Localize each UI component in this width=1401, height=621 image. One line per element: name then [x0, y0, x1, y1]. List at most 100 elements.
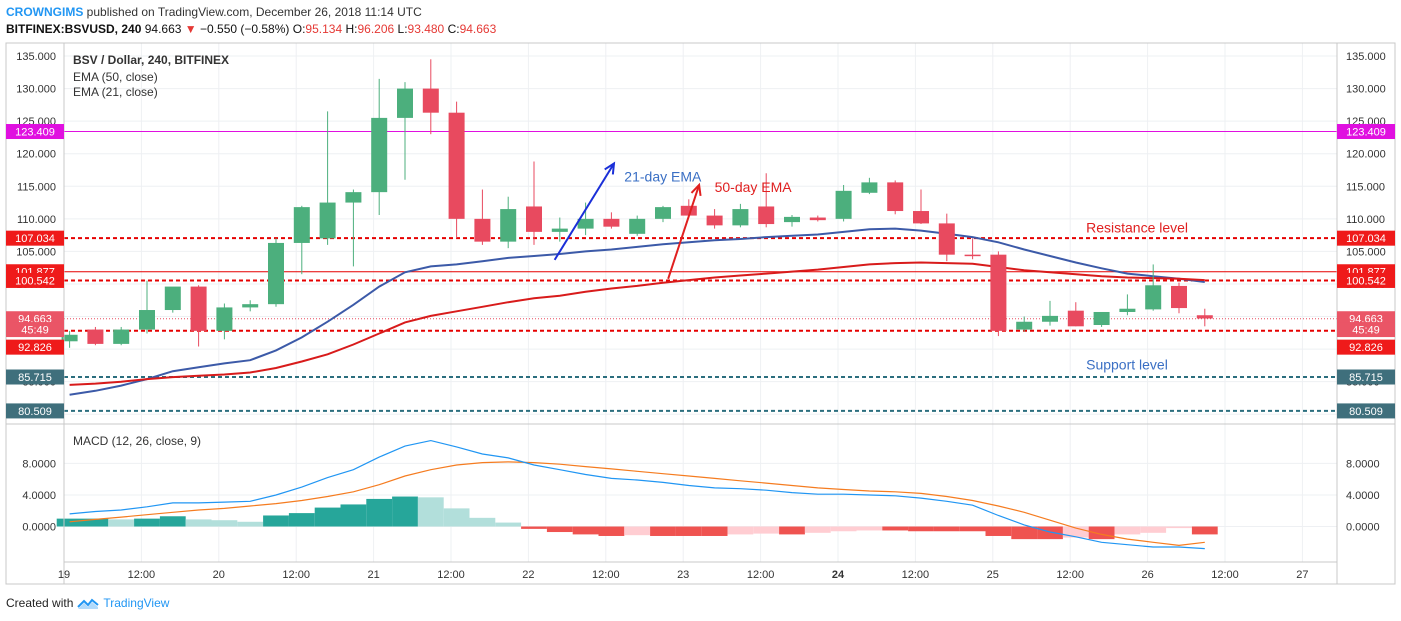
- x-tick-label: 27: [1296, 569, 1308, 581]
- macd-histogram-bar: [908, 526, 934, 532]
- macd-title: MACD (12, 26, close, 9): [73, 434, 201, 448]
- right-price-label-box: [1337, 339, 1395, 355]
- open-value: 95.134: [305, 22, 343, 36]
- right-price-label: 107.034: [1346, 233, 1386, 245]
- y-tick-label-left: 120.000: [16, 149, 56, 161]
- left-price-label-box: [6, 339, 64, 355]
- y-tick-label-right: 105.000: [1346, 246, 1386, 258]
- tradingview-link[interactable]: TradingView: [103, 596, 170, 610]
- y-tick-label-right: 110.000: [1346, 214, 1385, 226]
- candle-up: [345, 192, 362, 203]
- left-price-label-box: [6, 322, 64, 338]
- macd-tick-label-left: 8.0000: [22, 458, 56, 470]
- x-tick-label: 23: [677, 569, 689, 581]
- right-price-label: 123.409: [1346, 127, 1386, 139]
- left-price-label: 92.826: [18, 342, 52, 354]
- candle-up: [113, 329, 130, 344]
- macd-histogram-bar: [650, 526, 676, 536]
- candle-down: [474, 218, 491, 242]
- candle-down: [680, 205, 697, 216]
- macd-histogram-bar: [1191, 526, 1218, 535]
- x-tick-label: 12:00: [747, 569, 775, 581]
- left-price-label: 85.715: [18, 372, 52, 384]
- left-price-label: 45:49: [21, 325, 49, 337]
- macd-histogram-bar: [598, 526, 625, 536]
- close-label: C:: [447, 22, 460, 36]
- x-tick-label: 24: [832, 569, 845, 581]
- footer: Created with TradingView: [6, 596, 169, 610]
- macd-tick-label-right: 8.0000: [1346, 458, 1380, 470]
- chart-header: CROWNGIMS published on TradingView.com, …: [6, 4, 496, 38]
- annotation-label: 21-day EMA: [624, 169, 702, 185]
- low-value: 93.480: [407, 22, 445, 36]
- published-text: published on TradingView.com, December 2…: [86, 5, 422, 19]
- macd-panel: MACD (12, 26, close, 9): [56, 434, 1218, 550]
- macd-line: [69, 439, 1205, 550]
- candle-up: [293, 207, 310, 243]
- candle-up: [164, 286, 181, 311]
- candle-up: [1119, 308, 1136, 312]
- candle-up: [397, 88, 413, 118]
- candle-down: [809, 217, 826, 221]
- left-price-label: 123.409: [15, 127, 55, 139]
- symbol: BITFINEX:BSVUSD, 240: [6, 22, 142, 36]
- low-label: L:: [397, 22, 408, 36]
- x-tick-label: 12:00: [1056, 569, 1084, 581]
- candle-up: [1093, 311, 1110, 326]
- macd-histogram-bar: [546, 526, 573, 533]
- right-price-label-box: [1337, 322, 1395, 338]
- candle-up: [500, 209, 517, 242]
- candle-down: [964, 254, 981, 257]
- ema-21-line: [69, 227, 1205, 396]
- macd-histogram-bar: [701, 526, 728, 536]
- candle-up: [216, 307, 233, 331]
- macd-histogram-bar: [185, 519, 212, 527]
- created-with-text: Created with: [6, 596, 74, 610]
- open-label: O:: [292, 22, 306, 36]
- macd-histogram-bar: [340, 504, 367, 527]
- ohlc-line: BITFINEX:BSVUSD, 240 94.663 ▼ −0.550 (−0…: [6, 21, 496, 38]
- macd-histogram-bar: [753, 526, 780, 534]
- x-tick-label: 12:00: [437, 569, 465, 581]
- price-labels: 123.409107.034101.877100.54294.66345:499…: [6, 124, 1395, 419]
- publish-line: CROWNGIMS published on TradingView.com, …: [6, 4, 496, 21]
- x-tick-label: 26: [1141, 569, 1153, 581]
- x-tick-label: 12:00: [282, 569, 310, 581]
- macd-histogram-bar: [572, 526, 599, 535]
- macd-histogram-bar: [366, 498, 393, 527]
- macd-histogram-bar: [417, 497, 444, 527]
- y-tick-label-left: 105.000: [16, 246, 56, 258]
- y-tick-label-left: 125.000: [16, 116, 56, 128]
- macd-histogram-bar: [56, 518, 83, 527]
- chart-title: BSV / Dollar, 240, BITFINEX: [73, 53, 229, 67]
- macd-histogram-bar: [1114, 526, 1141, 535]
- x-tick-label: 25: [987, 569, 999, 581]
- candle-down: [1196, 315, 1213, 319]
- candle-up: [629, 218, 646, 234]
- candles: [61, 59, 1213, 348]
- right-price-label-box: [1337, 369, 1395, 385]
- left-price-label: 107.034: [15, 233, 55, 245]
- macd-histogram-bar: [1011, 526, 1038, 540]
- ema-50-line: [69, 261, 1205, 386]
- annotation-label: Resistance level: [1086, 220, 1188, 236]
- left-price-label-box: [6, 369, 64, 385]
- macd-histogram-bar: [237, 521, 264, 527]
- macd-histogram-bar: [288, 513, 315, 527]
- candle-down: [422, 88, 439, 113]
- candle-down: [448, 112, 465, 219]
- right-price-label-box: [1337, 124, 1395, 140]
- candle-up: [319, 202, 336, 239]
- candle-down: [990, 254, 1007, 331]
- candle-down: [887, 182, 904, 212]
- candle-up: [268, 242, 284, 305]
- candle-down: [706, 215, 723, 226]
- left-price-label-box: [6, 230, 64, 246]
- macd-histogram-bar: [804, 526, 831, 533]
- left-price-label-box: [6, 272, 64, 288]
- arrow-head: [604, 161, 616, 175]
- author-name[interactable]: CROWNGIMS: [6, 5, 84, 19]
- candle-up: [835, 190, 852, 219]
- right-price-label: 45:49: [1352, 325, 1380, 337]
